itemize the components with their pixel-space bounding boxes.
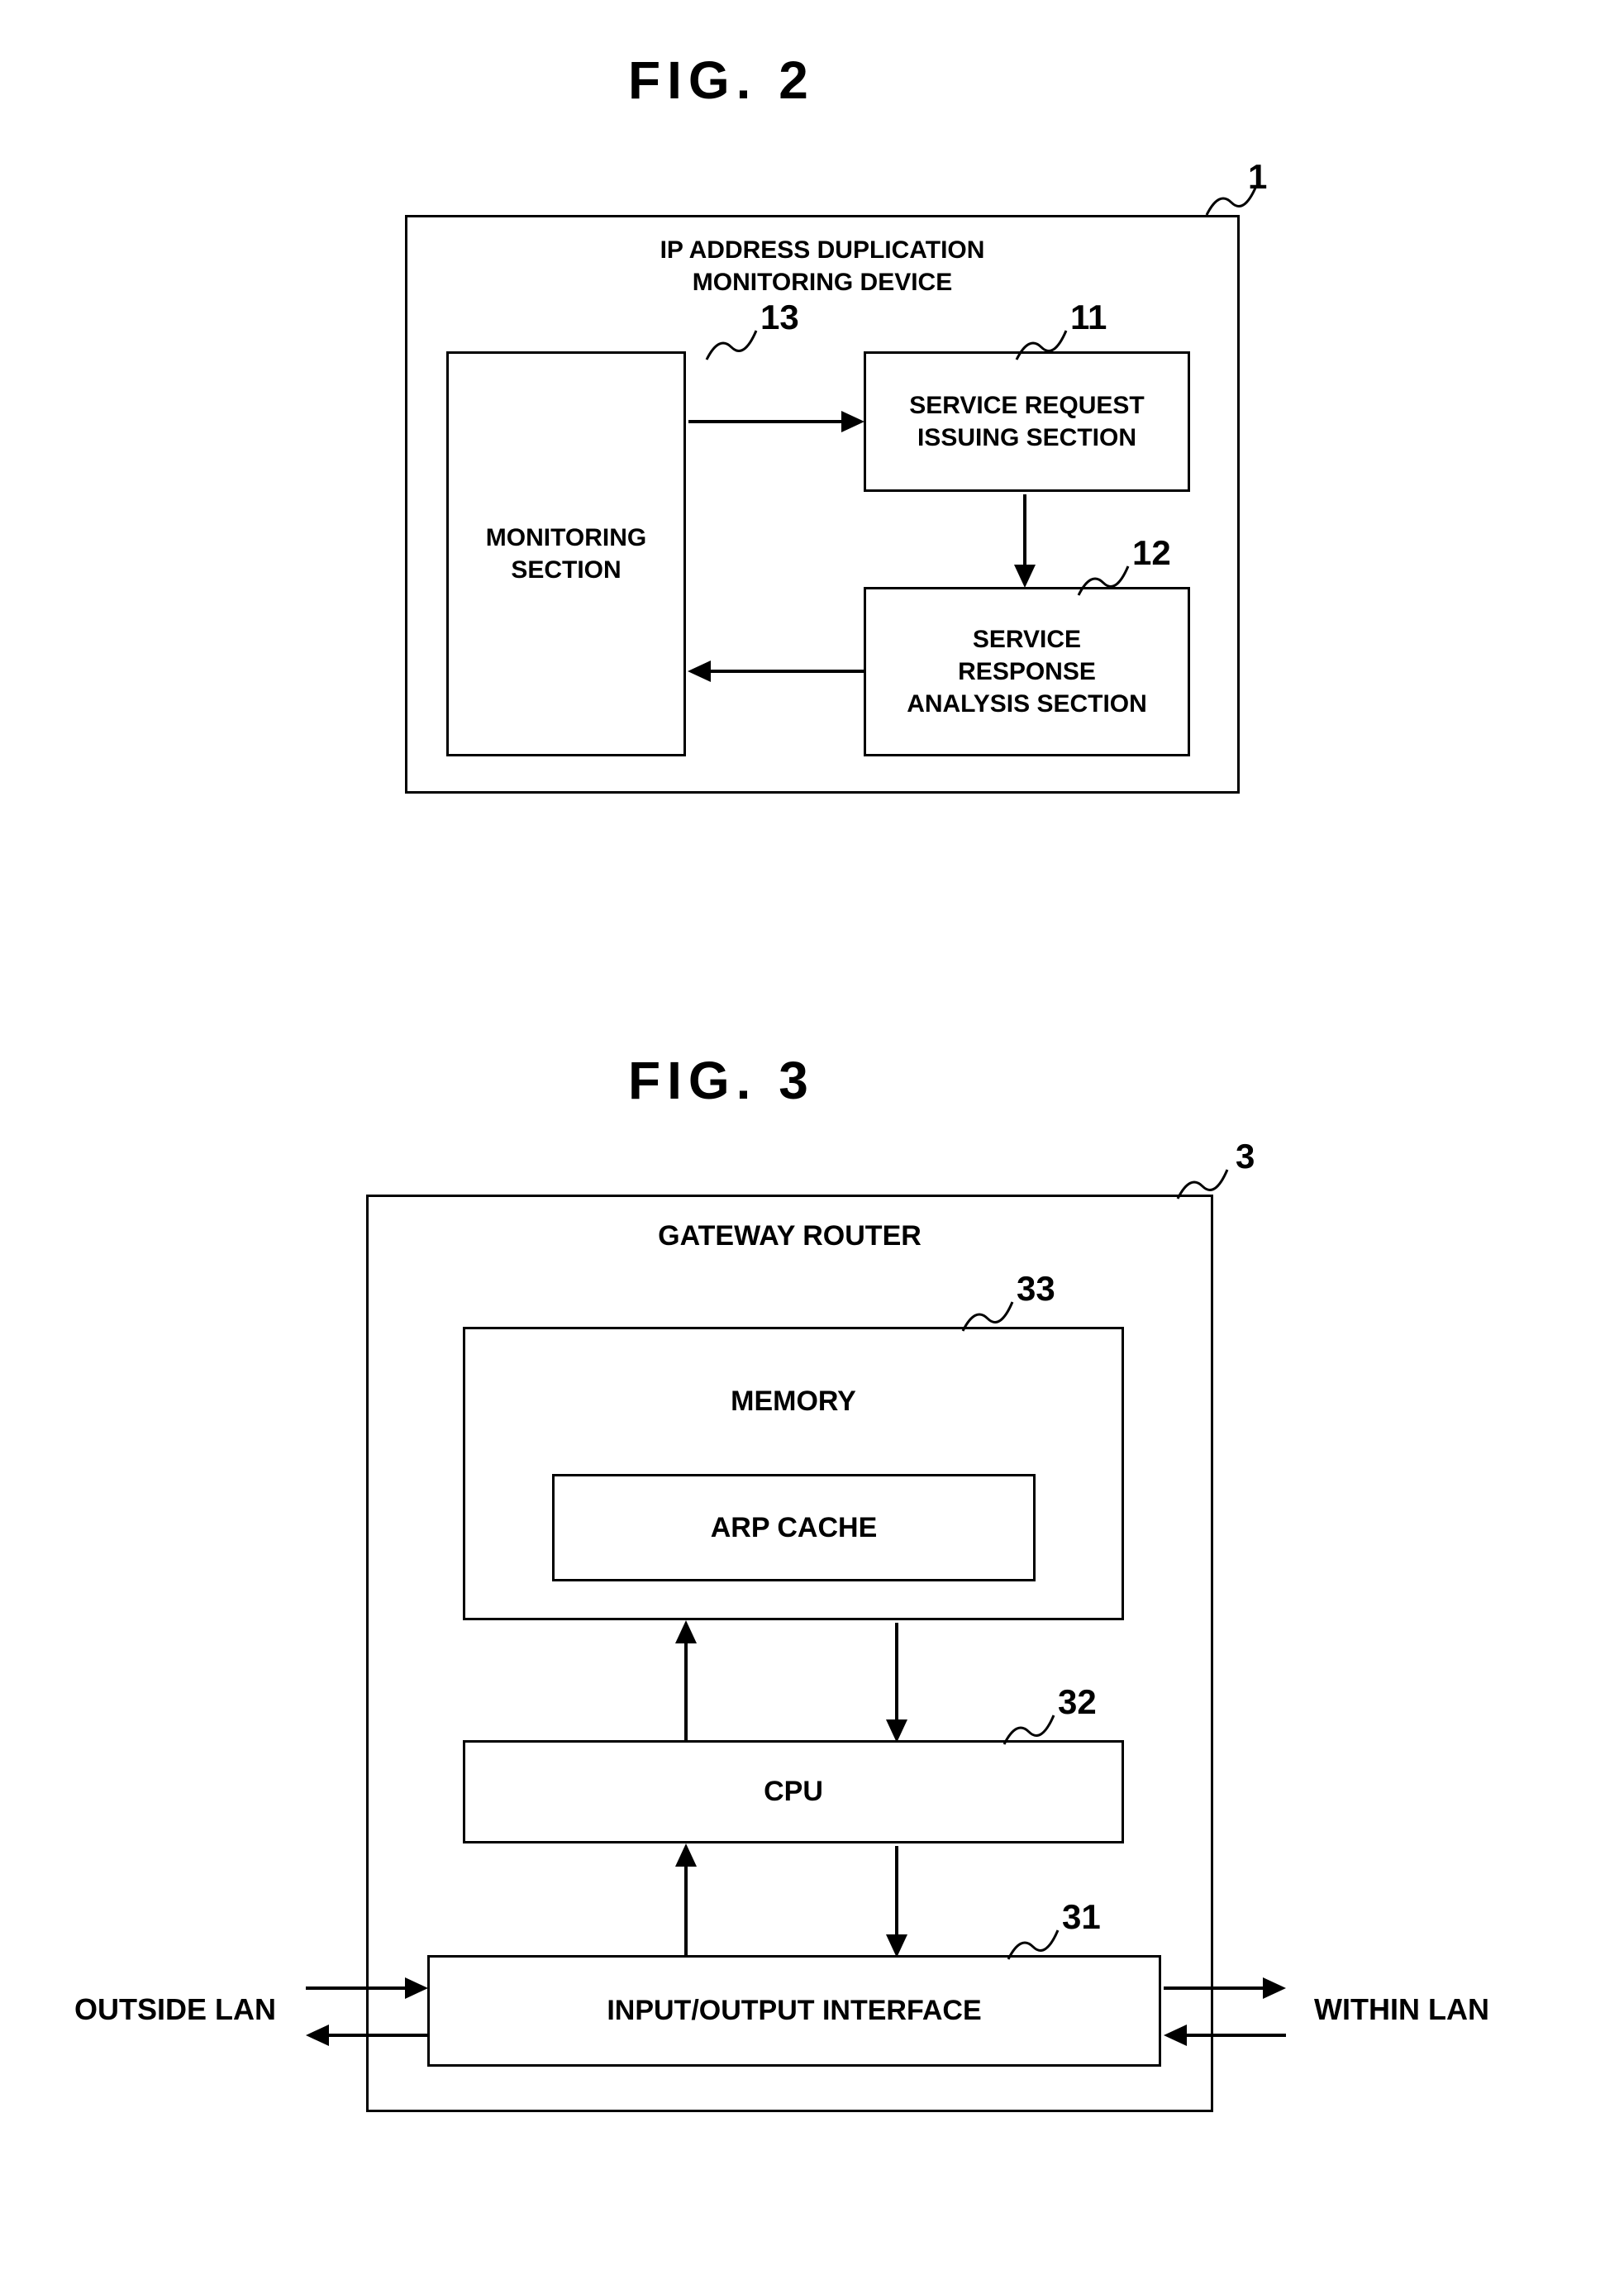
arrow-outside-in [306, 1986, 405, 1990]
fig2-box12: SERVICE RESPONSE ANALYSIS SECTION [864, 587, 1190, 756]
arrow-io-cpu-up [684, 1867, 688, 1955]
fig3-box32-squiggle [1000, 1711, 1058, 1748]
fig2-box12-squiggle [1074, 562, 1132, 599]
arrow-12-to-13-head [688, 661, 711, 682]
fig3-box33-arp: ARP CACHE [552, 1474, 1036, 1581]
fig3-box32-label: CPU [764, 1773, 823, 1810]
fig3-box31-io: INPUT/OUTPUT INTERFACE [427, 1955, 1161, 2067]
fig2-box11: SERVICE REQUEST ISSUING SECTION [864, 351, 1190, 492]
arrow-cpu-io-down-head [886, 1934, 907, 1958]
fig2-box13-ref: 13 [760, 298, 799, 337]
arrow-io-cpu-up-head [675, 1843, 697, 1867]
fig2-box11-label: SERVICE REQUEST ISSUING SECTION [909, 389, 1145, 454]
arrow-outside-in-head [405, 1977, 428, 1999]
fig3-title: FIG. 3 [628, 1050, 815, 1111]
within-lan-label: WITHIN LAN [1314, 1992, 1489, 2027]
fig3-outer-squiggle [1174, 1166, 1231, 1203]
arrow-within-out [1164, 1986, 1263, 1990]
arrow-within-in-head [1164, 2025, 1187, 2046]
arrow-outside-out [329, 2034, 428, 2037]
fig3-box33-memory-label: MEMORY [465, 1383, 1122, 1419]
arrow-within-in [1187, 2034, 1286, 2037]
fig3-box32-cpu: CPU [463, 1740, 1124, 1843]
arrow-cpu-mem-up [684, 1643, 688, 1740]
arrow-mem-cpu-down-head [886, 1719, 907, 1743]
outside-lan-label: OUTSIDE LAN [74, 1992, 276, 2027]
fig3-box33-memory: MEMORY ARP CACHE [463, 1327, 1124, 1620]
fig3-box32-ref: 32 [1058, 1682, 1097, 1722]
fig3-box31-label: INPUT/OUTPUT INTERFACE [607, 1992, 981, 2029]
fig2-box13-label: MONITORING SECTION [486, 522, 646, 586]
arrow-outside-out-head [306, 2025, 329, 2046]
arrow-cpu-io-down [895, 1846, 898, 1934]
fig3-box31-squiggle [1004, 1926, 1062, 1963]
fig3-box33-arp-label: ARP CACHE [711, 1510, 878, 1546]
arrow-cpu-mem-up-head [675, 1620, 697, 1643]
fig2-box13-squiggle [702, 327, 760, 364]
fig2-box11-squiggle [1012, 327, 1070, 364]
fig2-title: FIG. 2 [628, 50, 815, 111]
fig2-box12-label: SERVICE RESPONSE ANALYSIS SECTION [907, 623, 1147, 720]
fig2-box11-ref: 11 [1070, 298, 1107, 337]
arrow-11-to-12 [1023, 494, 1026, 565]
arrow-13-to-11-head [841, 411, 864, 432]
arrow-mem-cpu-down [895, 1623, 898, 1719]
arrow-12-to-13 [711, 670, 864, 673]
fig3-box31-ref: 31 [1062, 1897, 1101, 1937]
fig2-box13: MONITORING SECTION [446, 351, 686, 756]
arrow-11-to-12-head [1014, 565, 1036, 588]
fig2-box12-ref: 12 [1132, 533, 1171, 573]
fig3-box33-squiggle [959, 1298, 1017, 1335]
fig3-box33-ref: 33 [1017, 1269, 1055, 1309]
arrow-13-to-11 [688, 420, 841, 423]
fig3-outer-label: GATEWAY ROUTER [369, 1218, 1211, 1254]
fig2-outer-label: IP ADDRESS DUPLICATION MONITORING DEVICE [407, 234, 1237, 298]
fig3-outer-ref: 3 [1236, 1137, 1255, 1176]
arrow-within-out-head [1263, 1977, 1286, 1999]
fig2-outer-squiggle [1203, 182, 1260, 219]
